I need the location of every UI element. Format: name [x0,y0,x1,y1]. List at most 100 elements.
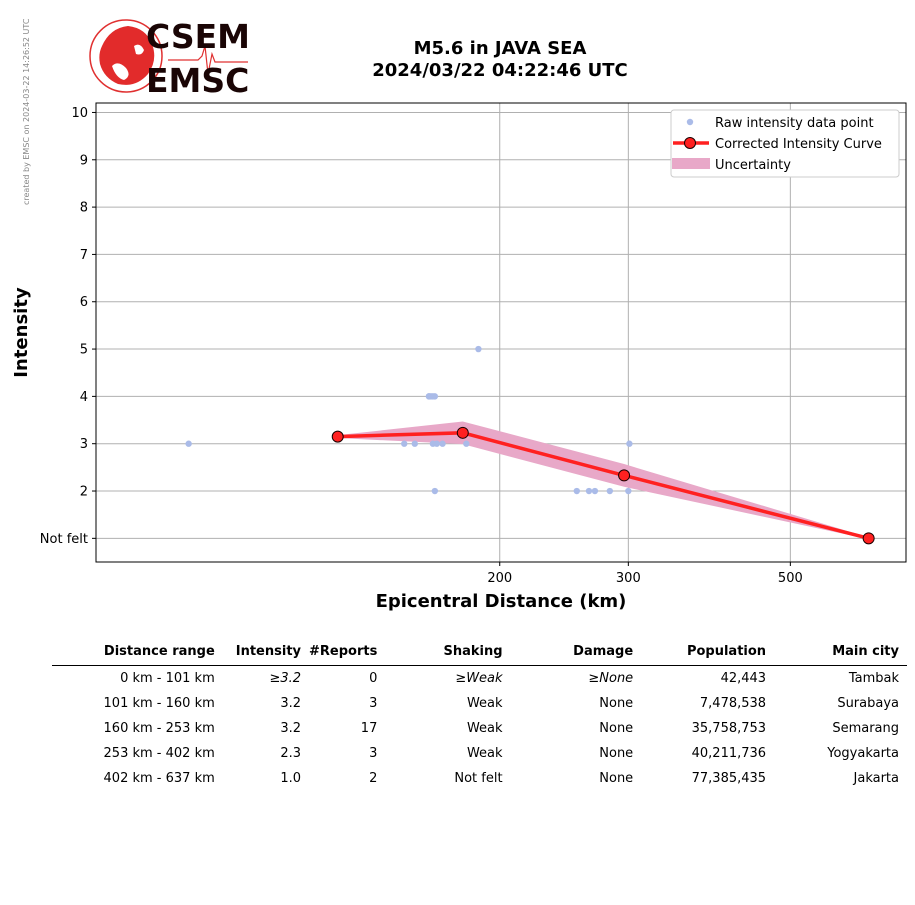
curve-marker [618,469,631,482]
table-cell: ≥Weak [455,670,503,686]
y-axis-label: Intensity [11,287,32,378]
plot-frame [95,102,907,563]
table-header-cell: Main city [774,641,907,666]
logo-text-top: CSEM [146,17,250,56]
table-cell: 40,211,736 [691,745,767,761]
raw-data-point [411,440,418,447]
raw-data-point [591,487,599,495]
table-cell: 35,758,753 [691,720,767,736]
legend-band-swatch [672,158,710,169]
table-row: 253 km - 402 km 2.3 3 Weak None 40,211,736 Yog… [52,741,907,766]
legend-raw-swatch [686,118,694,126]
table-header-cell: Shaking [385,641,511,666]
table-cell: Jakarta [853,770,899,786]
x-tick-label: 500 [778,571,803,586]
y-tick-label: 3 [80,437,88,452]
legend-label: Raw intensity data point [715,116,874,131]
table-cell: 0 km - 101 km [120,670,215,686]
table-cell: 17 [360,720,378,736]
table-cell: 3 [369,745,378,761]
raw-data-point [431,393,439,400]
table-cell: 3.2 [280,720,302,736]
emsc-logo: CSEM EMSC [88,16,258,100]
table-header-row: Distance range Intensity #Reports Shaking Da… [52,641,907,666]
uncertainty-area [337,421,869,540]
table-cell: Weak [466,745,503,761]
summary-table: Distance range Intensity #Reports Shaking Da… [52,641,907,791]
y-tick-label: 8 [80,201,88,216]
legend: Raw intensity data point Corrected Intens… [670,109,900,178]
table-cell: ≥None [588,670,634,686]
table-body: 0 km - 101 km ≥3.2 0 ≥Weak ≥None 42,443 Tambak… [52,666,907,792]
table-cell: None [599,770,634,786]
table-row: 101 km - 160 km 3.2 3 Weak None 7,478,538 Sura… [52,691,907,716]
intensity-chart: Not felt 2 3 4 5 6 7 8 9 10 200 300 500 Epicentral Di… [11,102,907,612]
y-tick-label: 10 [71,106,88,121]
curve-marker [862,532,875,545]
curve-marker [331,430,344,443]
table-cell: Tambak [848,670,899,686]
table-row: 0 km - 101 km ≥3.2 0 ≥Weak ≥None 42,443 Tambak [52,666,907,692]
table-cell: 402 km - 637 km [103,770,215,786]
x-tick-label: 200 [487,571,512,586]
axes: Not felt 2 3 4 5 6 7 8 9 10 200 300 500 Epicentral Di… [11,102,907,612]
legend-box [670,109,900,178]
raw-data-point [606,487,614,495]
table-cell: Weak [466,720,503,736]
table-cell: 3.2 [280,695,302,711]
y-tick-label: 6 [80,295,88,310]
table-cell: None [599,745,634,761]
table-cell: 7,478,538 [699,695,767,711]
table-cell: Weak [466,695,503,711]
raw-data-point [585,487,593,495]
raw-data-point [625,487,632,495]
grid [96,103,906,562]
table-cell: ≥3.2 [269,670,302,686]
raw-data-point [433,440,440,447]
corrected-curve [331,426,875,545]
legend-curve-marker [684,137,696,149]
chart-subtitle: 2024/03/22 04:22:46 UTC [372,60,628,81]
y-tick-label: 5 [80,343,88,358]
table-row: 160 km - 253 km 3.2 17 Weak None 35,758,753 Se… [52,716,907,741]
y-tick-label: 7 [80,248,88,263]
legend-label: Corrected Intensity Curve [715,137,882,152]
table-header-cell: Distance range [52,641,223,666]
x-axis-label: Epicentral Distance (km) [376,591,627,612]
x-tick-label: 300 [616,571,641,586]
raw-data-point [401,440,408,447]
raw-data-point [626,440,633,447]
table-cell: 1.0 [280,770,302,786]
raw-points [185,345,633,495]
table-header-cell: Population [641,641,775,666]
table-cell: Semarang [832,720,899,736]
table-cell: 77,385,435 [691,770,767,786]
table-header-cell: #Reports [309,641,386,666]
globe-icon [89,19,248,93]
table-header-cell: Damage [510,641,642,666]
table-header-cell: Intensity [222,641,310,666]
table-cell: 101 km - 160 km [103,695,215,711]
curve-marker [456,426,469,439]
uncertainty-band [337,421,869,540]
table-cell: Not felt [454,770,503,786]
table-cell: 42,443 [720,670,767,686]
table-cell: 2 [369,770,378,786]
raw-data-point [463,440,470,447]
table-cell: None [599,695,634,711]
y-tick-label: 9 [80,153,88,168]
raw-data-point [475,345,482,353]
table-cell: 160 km - 253 km [103,720,215,736]
table-cell: None [599,720,634,736]
table-cell: Surabaya [837,695,899,711]
table-cell: 253 km - 402 km [103,745,215,761]
raw-data-point [431,487,439,495]
y-tick-label: 4 [80,390,88,405]
table-row: 402 km - 637 km 1.0 2 Not felt None 77,385,43… [52,766,907,791]
y-tick-label: Not felt [40,532,88,547]
raw-data-point [185,440,192,447]
curve-line [337,431,870,541]
table-cell: 3 [369,695,378,711]
logo-text-bottom: EMSC [146,61,250,100]
y-tick-label: 2 [80,485,88,500]
